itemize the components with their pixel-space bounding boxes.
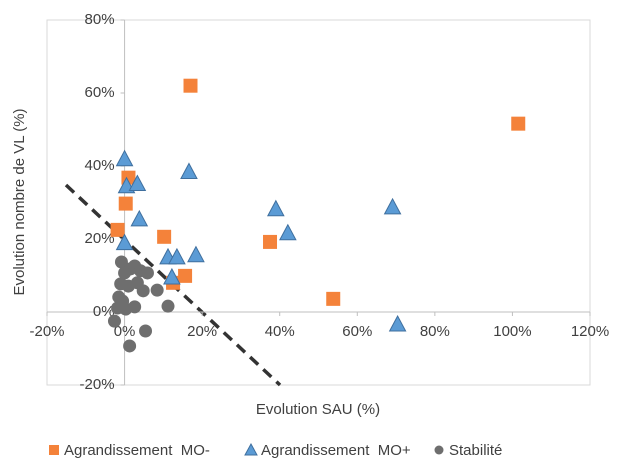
point	[140, 266, 154, 280]
point	[157, 229, 172, 244]
x-tick-label: -20%	[29, 323, 64, 340]
legend-marker	[434, 445, 444, 455]
point	[511, 116, 526, 131]
point	[114, 255, 128, 269]
point	[383, 197, 402, 215]
point	[150, 283, 164, 297]
x-tick-label: 20%	[187, 323, 217, 340]
y-tick-label: 20%	[85, 230, 115, 247]
point	[180, 162, 198, 179]
legend-label: Agrandissement MO+	[261, 442, 411, 459]
plot-area	[46, 19, 591, 386]
y-tick-label: 60%	[85, 84, 115, 101]
point	[128, 174, 147, 192]
point	[110, 222, 125, 237]
y-tick-label: -20%	[80, 376, 115, 393]
point	[136, 284, 150, 298]
point	[183, 78, 198, 93]
y-tick-label: 40%	[85, 157, 115, 174]
y-axis-title: Evolution nombre de VL (%)	[11, 108, 28, 295]
legend-marker	[244, 442, 258, 456]
point	[326, 291, 341, 306]
legend-marker	[49, 445, 59, 455]
point	[178, 268, 193, 283]
point	[123, 339, 137, 353]
x-tick-label: 60%	[342, 323, 372, 340]
x-tick-label: 0%	[114, 323, 136, 340]
x-tick-label: 40%	[265, 323, 295, 340]
y-tick-label: 80%	[85, 11, 115, 28]
point	[267, 199, 285, 217]
point	[279, 223, 297, 241]
point	[128, 300, 142, 314]
legend-label: Stabilité	[449, 442, 502, 459]
point	[139, 324, 153, 338]
point	[187, 245, 205, 263]
x-tick-label: 120%	[571, 323, 609, 340]
y-tick-label: 0%	[93, 303, 115, 320]
legend-label: Agrandissement MO-	[64, 442, 210, 459]
x-tick-label: 80%	[420, 323, 450, 340]
point	[168, 247, 186, 265]
point	[263, 234, 278, 249]
point	[115, 149, 134, 167]
x-tick-label: 100%	[493, 323, 531, 340]
x-axis-title: Evolution SAU (%)	[256, 401, 380, 418]
point	[388, 314, 407, 332]
point	[116, 294, 130, 308]
point	[118, 196, 133, 211]
point	[130, 209, 149, 227]
point	[115, 233, 134, 251]
point	[107, 314, 121, 328]
point	[163, 267, 181, 285]
point	[161, 299, 175, 313]
